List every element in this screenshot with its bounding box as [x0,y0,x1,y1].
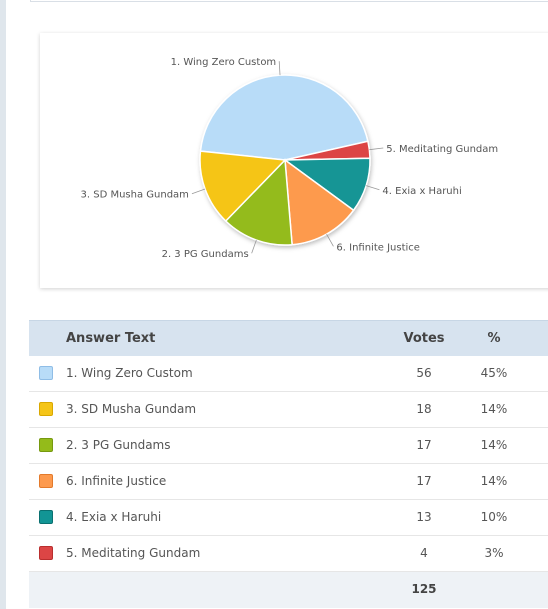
top-panel-edge [30,0,548,2]
row-votes: 17 [416,474,432,488]
pie-chart-card: 1. Wing Zero Custom 5. Meditating Gundam 4… [40,33,548,288]
color-swatch [39,474,53,488]
pie-label-5-meditating-gundam: 5. Meditating Gundam [386,144,498,155]
pie-leader-line [278,61,281,76]
row-answer-text: 1. Wing Zero Custom [66,366,193,380]
row-percent: 10% [480,510,508,524]
table-row: 2. 3 PG Gundams 17 14% [29,428,548,464]
pie-chart: 1. Wing Zero Custom 5. Meditating Gundam 4… [81,57,499,260]
row-percent: 14% [480,438,508,452]
table-row: 6. Infinite Justice 17 14% [29,464,548,500]
row-votes: 56 [416,366,432,380]
row-votes: 17 [416,438,432,452]
row-answer-text: 5. Meditating Gundam [66,546,201,560]
row-percent: 14% [480,474,508,488]
color-swatch [39,402,53,416]
header-votes: Votes [403,331,445,346]
pie-label-3-sd-musha-gundam: 3. SD Musha Gundam [81,190,189,201]
results-table: Answer Text Votes % 1. Wing Zero Custom … [29,320,548,608]
row-votes: 13 [416,510,432,524]
pie-label-6-infinite-justice: 6. Infinite Justice [336,242,420,253]
header-percent: % [487,331,501,346]
row-percent: 3% [484,546,504,560]
table-row: 3. SD Musha Gundam 18 14% [29,392,548,428]
row-answer-text: 4. Exia x Haruhi [66,510,162,524]
pie-leader-line [365,185,380,191]
row-percent: 14% [480,402,508,416]
table-row: 4. Exia x Haruhi 13 10% [29,500,548,536]
table-footer: 125 [29,572,548,608]
color-swatch [39,438,53,452]
pie-leader-line [326,233,334,247]
row-answer-text: 3. SD Musha Gundam [66,402,197,416]
pie-slice-1-wing-zero-custom [199,74,369,161]
table-row: 5. Meditating Gundam 4 3% [29,536,548,572]
color-swatch [39,546,53,560]
pie-leader-line [369,147,384,151]
row-percent: 45% [480,366,508,380]
pie-slice-3-sd-musha-gundam [199,150,287,223]
color-swatch [39,510,53,524]
color-swatch [39,366,53,380]
pie-label-1-wing-zero-custom: 1. Wing Zero Custom [171,57,277,68]
table-row: 1. Wing Zero Custom 56 45% [29,356,548,392]
row-votes: 4 [420,546,428,560]
pie-label-4-exia-x-haruhi: 4. Exia x Haruhi [382,186,461,197]
pie-slice-2-3-pg-gundams [224,158,293,246]
row-answer-text: 2. 3 PG Gundams [66,438,171,452]
pie-label-2-3-pg-gundams: 2. 3 PG Gundams [162,249,249,260]
row-answer-text: 6. Infinite Justice [66,474,167,488]
pie-leader-line [251,239,257,254]
total-votes: 125 [411,582,437,596]
row-votes: 18 [416,402,432,416]
table-header: Answer Text Votes % [29,320,548,356]
pie-leader-line [191,188,206,195]
header-answer-text: Answer Text [66,331,156,346]
poll-results-page: 1. Wing Zero Custom 5. Meditating Gundam 4… [6,0,548,609]
